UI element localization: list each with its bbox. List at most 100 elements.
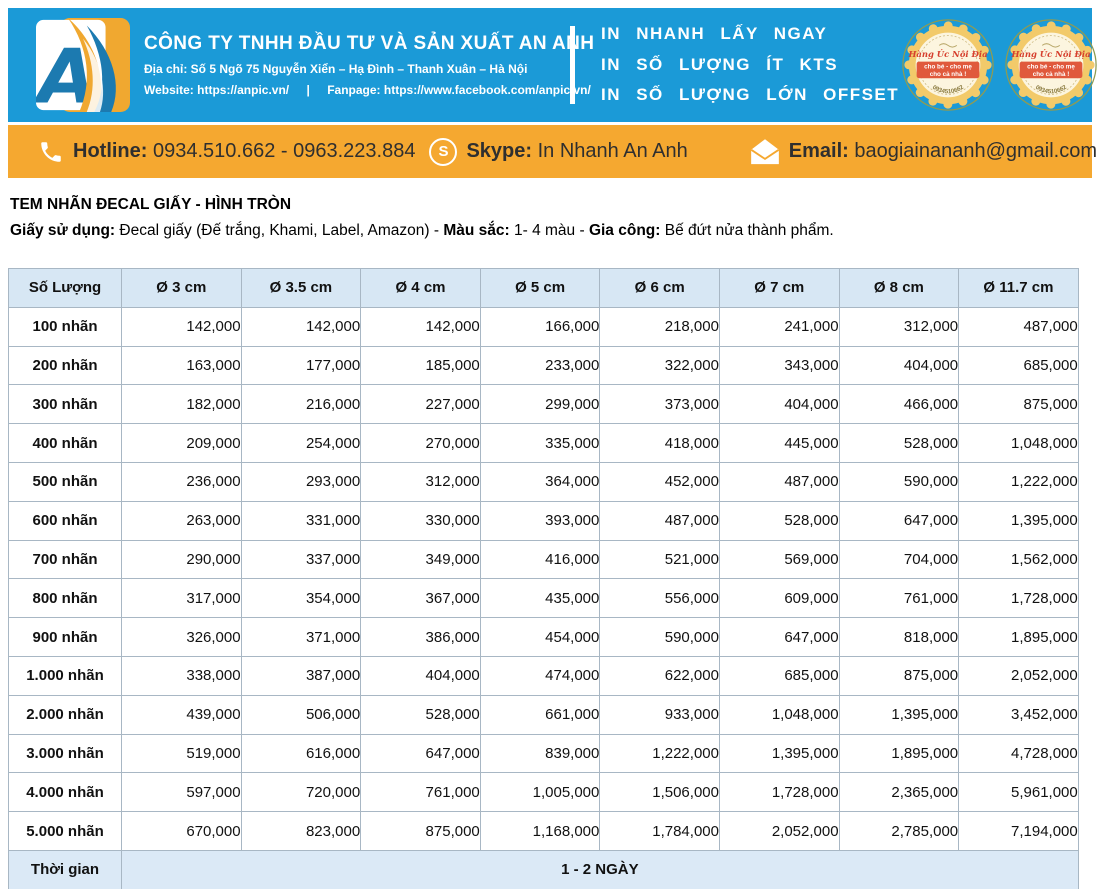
price-cell: 439,000 [121, 694, 242, 735]
price-cell: 367,000 [360, 578, 481, 619]
website-label: Website: [144, 83, 194, 97]
subtitle-text: 1- 4 màu - [509, 222, 589, 239]
row-quantity: 100 nhãn [8, 306, 122, 347]
company-name: CÔNG TY TNHH ĐẦU TƯ VÀ SẢN XUẤT AN ANH [144, 33, 595, 54]
table-row: 700 nhãn 290,000 337,000 349,000 416,000 521,… [8, 539, 1079, 580]
price-cell: 163,000 [121, 345, 242, 386]
price-cell: 393,000 [479, 500, 601, 541]
price-cell: 254,000 [240, 423, 362, 463]
price-cell: 487,000 [718, 461, 840, 502]
promo-line-3: IN SỐ LƯỢNG LỚN OFFSET [601, 85, 900, 105]
table-row: 5.000 nhãn 670,000 823,000 875,000 1,168,000… [8, 811, 1079, 851]
price-cell: 2,052,000 [958, 655, 1079, 696]
price-cell: 418,000 [599, 423, 720, 463]
skype-label: Skype [466, 140, 526, 162]
price-cell: 506,000 [240, 694, 362, 735]
badge-title: Hàng Úc Nội Địa [1011, 48, 1091, 59]
price-cell: 299,000 [479, 384, 601, 425]
contact-bar: Hotline: 0934.510.662 - 0963.223.884 S S… [8, 125, 1097, 178]
row-quantity: 900 nhãn [8, 617, 122, 657]
price-cell: 343,000 [718, 345, 840, 386]
price-cell: 3,452,000 [958, 694, 1079, 735]
price-cell: 322,000 [599, 345, 720, 386]
row-quantity: 1.000 nhãn [8, 655, 122, 696]
table-row: 900 nhãn 326,000 371,000 386,000 454,000 590,… [8, 617, 1079, 657]
price-cell: 452,000 [599, 461, 720, 502]
price-cell: 818,000 [838, 617, 960, 657]
subtitle-label: Giấy sử dụng: [10, 222, 116, 239]
price-cell: 166,000 [479, 306, 601, 347]
row-quantity: 600 nhãn [8, 500, 122, 541]
email-address[interactable]: baogiainananh@gmail.com [854, 140, 1098, 162]
price-cell: 1,395,000 [838, 694, 960, 735]
sample-label-badges: Hàng Úc Nội Địa cho bé - cho mẹ cho cả n… [899, 16, 1100, 114]
link-separator: | [306, 83, 310, 97]
price-table-body: Số Lượng Ø 3 cm Ø 3.5 cm Ø 4 cm Ø 5 cm Ø 6 cm… [8, 268, 1079, 851]
price-cell: 326,000 [121, 617, 242, 657]
price-cell: 227,000 [360, 384, 481, 425]
subtitle-label: Gia công: [588, 222, 661, 239]
price-cell: 1,728,000 [718, 772, 840, 813]
price-cell: 335,000 [479, 423, 601, 463]
round-label-badge-icon: Hàng Úc Nội Địa cho bé - cho mẹ cho cả n… [902, 19, 994, 111]
price-cell: 661,000 [479, 694, 601, 735]
price-cell: 875,000 [958, 384, 1079, 425]
row-quantity: 3.000 nhãn [8, 733, 122, 774]
price-cell: 1,562,000 [958, 539, 1079, 580]
price-cell: 337,000 [240, 539, 362, 580]
price-cell: 685,000 [718, 655, 840, 696]
price-cell: 241,000 [718, 306, 840, 347]
price-cell: 435,000 [479, 578, 601, 619]
price-cell: 933,000 [599, 694, 720, 735]
company-links: Website: https://anpic.vn/ | Fanpage: ht… [144, 83, 591, 97]
price-cell: 528,000 [360, 694, 481, 735]
column-header: Ø 5 cm [479, 268, 601, 308]
footer-value: 1 - 2 NGÀY [121, 849, 1079, 889]
subtitle-text: Bế đứt nửa thành phẩm. [660, 222, 834, 239]
row-quantity: 4.000 nhãn [8, 772, 122, 813]
price-cell: 1,895,000 [838, 733, 960, 774]
price-cell: 556,000 [599, 578, 720, 619]
price-cell: 312,000 [360, 461, 481, 502]
table-row: 1.000 nhãn 338,000 387,000 404,000 474,000 62… [8, 655, 1079, 696]
price-cell: 416,000 [479, 539, 601, 580]
price-cell: 182,000 [121, 384, 242, 425]
fanpage-url[interactable]: https://www.facebook.com/anpic.vn/ [383, 83, 591, 97]
table-row: 3.000 nhãn 519,000 616,000 647,000 839,000 1,… [8, 733, 1079, 774]
price-cell: 185,000 [360, 345, 481, 386]
company-info: CÔNG TY TNHH ĐẦU TƯ VÀ SẢN XUẤT AN ANH Đ… [144, 33, 595, 97]
page-title: TEM NHÃN ĐECAL GIẤY - HÌNH TRÒN [10, 196, 292, 213]
price-cell: 387,000 [240, 655, 362, 696]
row-quantity: 200 nhãn [8, 345, 122, 386]
price-cell: 454,000 [479, 617, 601, 657]
table-row: 800 nhãn 317,000 354,000 367,000 435,000 556,… [8, 578, 1079, 619]
price-cell: 404,000 [838, 345, 960, 386]
badge-title: Hàng Úc Nội Địa [908, 48, 988, 59]
footer-label: Thời gian [8, 849, 122, 889]
price-cell: 528,000 [718, 500, 840, 541]
price-cell: 364,000 [479, 461, 601, 502]
price-cell: 487,000 [958, 306, 1079, 347]
column-header: Ø 11.7 cm [958, 268, 1079, 308]
column-header: Ø 3.5 cm [240, 268, 362, 308]
price-cell: 177,000 [240, 345, 362, 386]
price-cell: 290,000 [121, 539, 242, 580]
price-cell: 142,000 [240, 306, 362, 347]
price-cell: 1,506,000 [599, 772, 720, 813]
column-header: Số Lượng [8, 268, 122, 308]
company-address: Địa chỉ: Số 5 Ngõ 75 Nguyễn Xiển – Hạ Đì… [144, 62, 528, 76]
price-cell: 317,000 [121, 578, 242, 619]
price-cell: 4,728,000 [958, 733, 1079, 774]
subtitle-label: Màu sắc: [443, 222, 510, 239]
price-table: Số Lượng Ø 3 cm Ø 3.5 cm Ø 4 cm Ø 5 cm Ø 6 cm… [8, 268, 1079, 889]
price-cell: 2,365,000 [838, 772, 960, 813]
badge-line2: cho cả nhà ! [930, 71, 967, 78]
website-url[interactable]: https://anpic.vn/ [197, 83, 290, 97]
price-cell: 404,000 [360, 655, 481, 696]
email-label: Email [788, 140, 843, 162]
price-cell: 331,000 [240, 500, 362, 541]
price-cell: 685,000 [958, 345, 1079, 386]
price-cell: 1,728,000 [958, 578, 1079, 619]
row-quantity: 800 nhãn [8, 578, 122, 619]
price-cell: 216,000 [240, 384, 362, 425]
